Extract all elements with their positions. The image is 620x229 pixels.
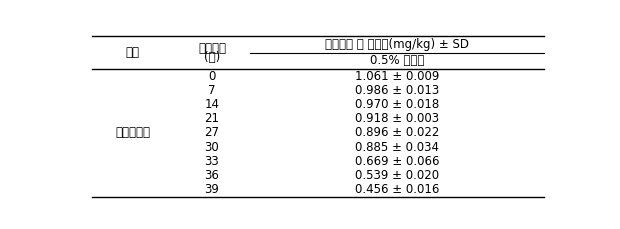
Text: 30: 30 [205, 141, 219, 154]
Text: 7: 7 [208, 84, 216, 97]
Text: 0.986 ± 0.013: 0.986 ± 0.013 [355, 84, 439, 97]
Text: 0.5% 처리구: 0.5% 처리구 [370, 54, 424, 67]
Text: 1.061 ± 0.009: 1.061 ± 0.009 [355, 70, 439, 83]
Text: 경과일수: 경과일수 [198, 41, 226, 55]
Text: 39: 39 [205, 183, 219, 196]
Text: 21: 21 [205, 112, 219, 125]
Text: 0.456 ± 0.016: 0.456 ± 0.016 [355, 183, 439, 196]
Text: 토양시료 중 잔류량(mg/kg) ± SD: 토양시료 중 잔류량(mg/kg) ± SD [325, 38, 469, 51]
Text: 0.970 ± 0.018: 0.970 ± 0.018 [355, 98, 439, 111]
Text: 0: 0 [208, 70, 216, 83]
Text: 잋갈이배추: 잋갈이배추 [115, 126, 150, 139]
Text: 0.896 ± 0.022: 0.896 ± 0.022 [355, 126, 439, 139]
Text: 36: 36 [205, 169, 219, 182]
Text: 27: 27 [205, 126, 219, 139]
Text: 14: 14 [205, 98, 219, 111]
Text: 0.918 ± 0.003: 0.918 ± 0.003 [355, 112, 439, 125]
Text: 0.885 ± 0.034: 0.885 ± 0.034 [355, 141, 439, 154]
Text: 작물: 작물 [126, 46, 140, 59]
Text: 0.539 ± 0.020: 0.539 ± 0.020 [355, 169, 439, 182]
Text: 33: 33 [205, 155, 219, 168]
Text: 0.669 ± 0.066: 0.669 ± 0.066 [355, 155, 440, 168]
Text: (일): (일) [204, 51, 220, 64]
